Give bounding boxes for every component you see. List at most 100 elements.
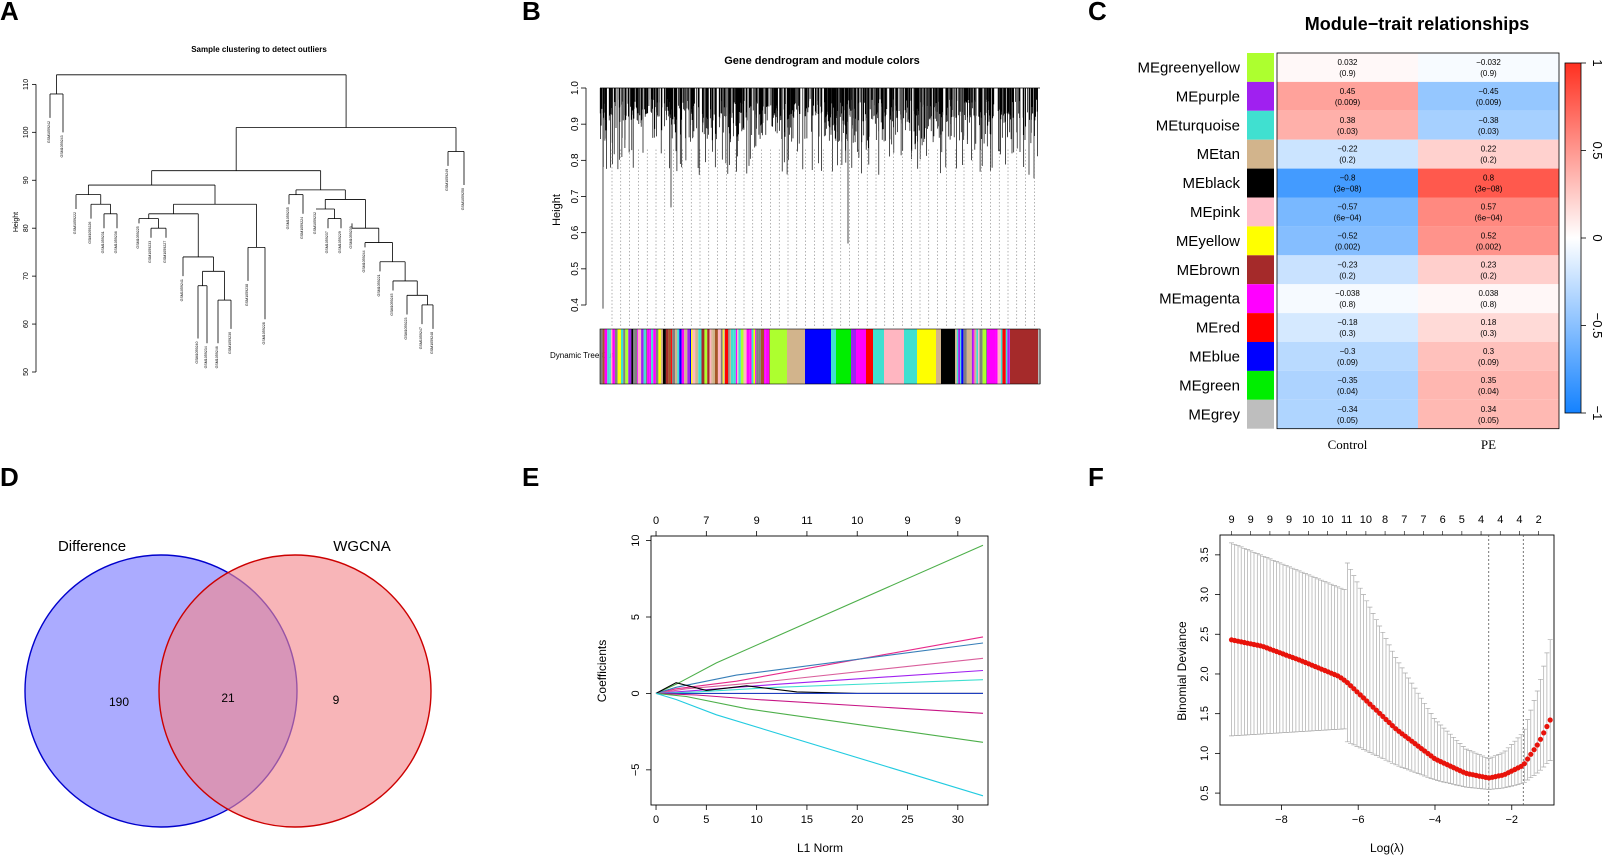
module-color-band xyxy=(617,329,620,384)
cv-ytick-label: 1.5 xyxy=(1199,706,1211,721)
lasso-coefficient-path xyxy=(655,692,984,743)
lasso-top-tick-label: 10 xyxy=(851,515,863,527)
heatmap-cell-value: 0.22 xyxy=(1481,145,1497,154)
heatmap-row-label: MEgreen xyxy=(1179,377,1240,394)
module-color-band xyxy=(725,329,729,384)
panel-label-b: B xyxy=(522,0,541,26)
module-color-band xyxy=(701,329,705,384)
module-color-band xyxy=(733,329,736,384)
heatmap-cell xyxy=(1277,313,1418,342)
module-color-band xyxy=(662,329,666,384)
dendrogram-a-leaf-label: GSM1059228 xyxy=(262,322,266,344)
cv-mean-point xyxy=(1521,761,1527,767)
module-color-band xyxy=(691,329,693,384)
heatmap-cell xyxy=(1277,342,1418,371)
cv-ytick-label: 1.0 xyxy=(1199,746,1211,761)
module-color-band xyxy=(1007,329,1010,384)
lasso-top-tick-label: 9 xyxy=(955,515,961,527)
venn-set-label: WGCNA xyxy=(333,538,391,555)
cv-top-tick-label: 9 xyxy=(1228,514,1234,526)
lasso-top-tick-label: 11 xyxy=(801,515,812,527)
module-color-band xyxy=(970,329,972,384)
module-color-band xyxy=(679,329,682,384)
dendrogram-a-leaf-label: GSM1059227 xyxy=(163,241,167,263)
module-color-band xyxy=(655,329,659,384)
dendrogram-a-ytick-label: 60 xyxy=(23,320,30,328)
cv-mean-point xyxy=(1370,704,1376,710)
dendrogram-a-ytick-label: 90 xyxy=(23,176,30,184)
module-color-band xyxy=(602,329,605,384)
dendrogram-a-ytick-label: 50 xyxy=(23,368,30,376)
cv-mean-point xyxy=(1344,680,1350,686)
cv-top-tick-label: 10 xyxy=(1302,514,1314,526)
heatmap-cell xyxy=(1277,284,1418,314)
heatmap-column-label: PE xyxy=(1481,437,1496,452)
module-color-band xyxy=(737,329,739,384)
module-color-band xyxy=(634,329,638,384)
module-color-band xyxy=(758,329,761,384)
lasso-ytick-label: 0 xyxy=(630,690,642,696)
heatmap-cell-value: −0.57 xyxy=(1337,203,1358,212)
heatmap-cell-pvalue: (0.3) xyxy=(1339,329,1356,338)
heatmap-cell xyxy=(1418,370,1559,400)
dendrogram-a-leaf-label: GSM1059221 xyxy=(377,274,381,296)
heatmap-row-label: MEmagenta xyxy=(1159,291,1241,308)
module-color-band xyxy=(976,329,979,384)
cv-top-tick-label: 5 xyxy=(1459,514,1465,526)
module-color-band xyxy=(805,329,831,384)
heatmap-cell-pvalue: (0.05) xyxy=(1478,416,1499,425)
heatmap-cell xyxy=(1277,139,1418,169)
module-color-band xyxy=(668,329,672,384)
heatmap-cell xyxy=(1277,370,1418,400)
cv-mean-point xyxy=(1380,713,1386,720)
heatmap-cell xyxy=(1418,255,1559,285)
cv-mean-point xyxy=(1534,742,1540,748)
heatmap-cell-value: −0.22 xyxy=(1337,145,1358,154)
heatmap-cell-value: −0.18 xyxy=(1337,318,1358,327)
lasso-ylabel: Coefficients xyxy=(595,640,609,702)
dendrogram-a-leaf-label: GSM1059249 xyxy=(445,169,449,191)
dendrogram-a-leaf-label: GSM1059234 xyxy=(204,346,208,368)
cv-frame xyxy=(1219,534,1555,806)
heatmap-cell-pvalue: (0.09) xyxy=(1337,358,1358,367)
lasso-xtick-label: 5 xyxy=(703,814,709,826)
module-color-band xyxy=(730,329,734,384)
dendrogram-a-leaf-label: GSM1059239 xyxy=(349,226,353,248)
heatmap-cell-pvalue: (0.05) xyxy=(1337,416,1358,425)
module-color-band xyxy=(753,329,756,384)
module-color-band xyxy=(770,329,787,384)
module-color-band xyxy=(787,329,805,384)
cv-top-tick-label: 4 xyxy=(1497,514,1503,526)
cv-top-tick-label: 4 xyxy=(1516,514,1522,526)
module-color-band xyxy=(995,329,998,384)
heatmap-cell-value: 0.57 xyxy=(1481,203,1497,212)
heatmap-cell xyxy=(1418,342,1559,371)
heatmap-cell-pvalue: (0.009) xyxy=(1476,98,1502,107)
module-color-band xyxy=(647,329,650,384)
module-color-band xyxy=(612,329,615,384)
module-color-band xyxy=(851,329,856,384)
cv-top-tick-label: 9 xyxy=(1286,514,1292,526)
heatmap-cell xyxy=(1418,197,1559,227)
module-color-band xyxy=(722,329,724,384)
heatmap-row-label: MEgreenyellow xyxy=(1137,59,1240,76)
module-color-band xyxy=(974,329,977,384)
heatmap-cell xyxy=(1418,399,1559,429)
cv-xlabel: Log(λ) xyxy=(1370,841,1404,855)
cv-top-tick-label: 2 xyxy=(1536,514,1542,526)
module-color-band xyxy=(738,329,741,384)
heatmap-cell xyxy=(1418,313,1559,342)
cv-top-tick-label: 11 xyxy=(1341,514,1352,526)
heatmap-row-label: MEblue xyxy=(1189,348,1240,365)
module-color-swatch xyxy=(1247,168,1274,198)
heatmap-column-label: Control xyxy=(1328,437,1368,452)
venn-count-wgcna-only: 9 xyxy=(333,693,340,707)
module-color-band xyxy=(766,329,770,384)
lasso-coefficient-path xyxy=(655,642,984,694)
heatmap-cell-pvalue: (0.09) xyxy=(1478,358,1499,367)
module-color-band xyxy=(609,329,611,384)
module-color-band xyxy=(684,329,688,384)
panel-label-f: F xyxy=(1088,462,1104,492)
cv-mean-point xyxy=(1377,710,1383,716)
module-color-swatch xyxy=(1247,370,1274,400)
